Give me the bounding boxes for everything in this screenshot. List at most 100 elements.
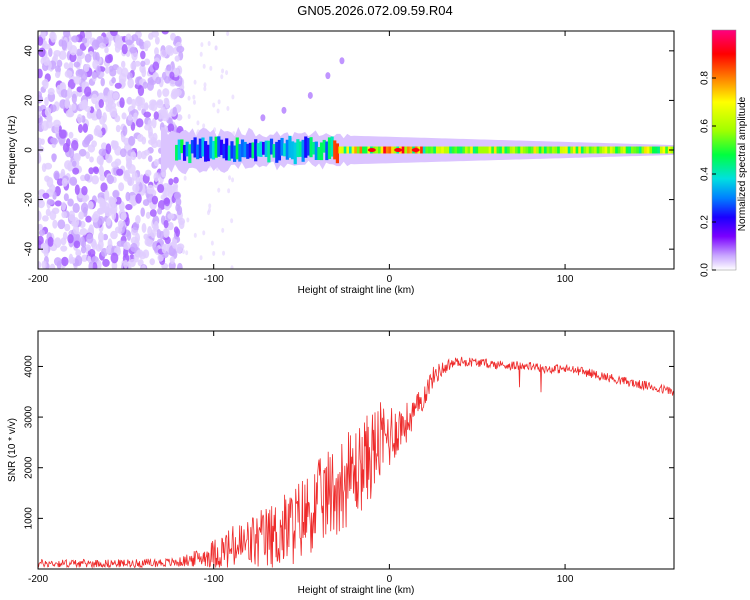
noise-blob	[74, 255, 83, 267]
colorbar-gradient	[711, 29, 737, 271]
noise-blob	[71, 160, 77, 167]
trail-point	[307, 91, 313, 99]
band-segment	[293, 142, 297, 165]
band-segment	[272, 144, 276, 158]
band-segment	[512, 146, 516, 154]
band-segment	[430, 146, 434, 154]
noise-blob	[115, 196, 122, 205]
band-segment	[346, 146, 350, 154]
noise-blob	[135, 176, 140, 186]
noise-blob	[60, 245, 68, 252]
band-segment	[591, 146, 595, 154]
band-segment	[641, 146, 645, 154]
spectrogram-y-ticks: -40 -20 0 20 40	[24, 45, 674, 256]
band-segment	[404, 146, 408, 154]
noise-blob	[152, 61, 160, 71]
noise-blob	[41, 260, 47, 269]
noise-blob	[128, 135, 136, 146]
noise-blob	[72, 202, 80, 214]
band-segment	[288, 135, 292, 158]
band-segment	[301, 139, 305, 162]
noise-blob	[160, 49, 168, 58]
noise-blob	[64, 70, 73, 78]
noise-blob	[44, 107, 52, 117]
noise-blob	[64, 98, 70, 109]
noise-blob	[141, 103, 149, 110]
noise-blob	[147, 155, 153, 163]
noise-blob	[221, 68, 225, 74]
band-segment	[306, 138, 311, 156]
band-segment	[296, 139, 300, 158]
noise-blob	[96, 108, 102, 120]
noise-blob	[112, 92, 119, 100]
band-segment	[628, 146, 632, 154]
noise-blob	[118, 72, 127, 84]
band-segment	[391, 146, 395, 154]
noise-blob	[138, 97, 146, 106]
band-segment	[362, 146, 366, 154]
colorbar-tick-label: 0.6	[700, 119, 711, 133]
noise-blob	[121, 60, 126, 68]
band-segment	[380, 146, 384, 154]
band-segment	[596, 146, 600, 154]
noise-blob	[105, 143, 112, 155]
band-segment	[659, 146, 664, 154]
x-tick-label: 100	[557, 274, 574, 285]
noise-blob	[157, 183, 165, 194]
band-segment	[538, 146, 542, 154]
noise-blob	[129, 258, 136, 268]
noise-blob	[171, 238, 177, 249]
noise-blob	[80, 202, 89, 214]
noise-blob	[164, 197, 171, 207]
band-segment	[225, 138, 229, 161]
noise-blob	[167, 213, 175, 220]
band-segment	[217, 136, 221, 157]
noise-blob	[84, 31, 92, 40]
noise-blob	[110, 31, 118, 37]
band-segment	[209, 136, 213, 159]
noise-blob	[53, 119, 61, 128]
band-segment	[491, 146, 495, 154]
noise-blob	[185, 250, 189, 256]
noise-blob	[104, 66, 110, 74]
noise-blob	[53, 49, 61, 57]
band-segment	[562, 146, 566, 154]
band-segment	[420, 146, 424, 154]
noise-blob	[114, 44, 121, 53]
noise-blob	[105, 104, 112, 113]
band-segment	[588, 146, 592, 154]
band-segment	[269, 138, 274, 155]
band-segment	[335, 143, 339, 164]
band-segment	[464, 146, 469, 154]
band-segment	[196, 144, 200, 160]
noise-blob	[151, 117, 157, 129]
band-segment	[333, 140, 337, 160]
noise-blob	[106, 217, 112, 226]
noise-blob	[118, 182, 125, 192]
noise-blob	[169, 256, 175, 265]
noise-blob	[74, 184, 80, 196]
noise-blob	[157, 207, 163, 215]
band-segment	[572, 146, 577, 154]
band-segment	[594, 146, 598, 154]
noise-blob	[130, 61, 137, 71]
noise-blob	[110, 230, 118, 240]
noise-blob	[141, 67, 147, 78]
noise-blob	[110, 161, 119, 168]
band-segment	[517, 146, 521, 154]
noise-blob	[85, 215, 92, 223]
band-segment	[654, 146, 658, 154]
noise-blob	[45, 208, 51, 217]
noise-blob	[43, 43, 51, 50]
noise-blob	[96, 155, 105, 165]
noise-blob	[72, 167, 80, 175]
band-segment	[175, 144, 179, 161]
band-segment	[251, 142, 255, 159]
band-hotspot	[367, 148, 376, 152]
noise-blob	[202, 63, 206, 69]
noise-blob	[56, 59, 63, 68]
noise-blob	[148, 131, 154, 140]
noise-blob	[81, 37, 88, 44]
noise-blob	[150, 229, 156, 239]
noise-blob	[52, 138, 58, 145]
